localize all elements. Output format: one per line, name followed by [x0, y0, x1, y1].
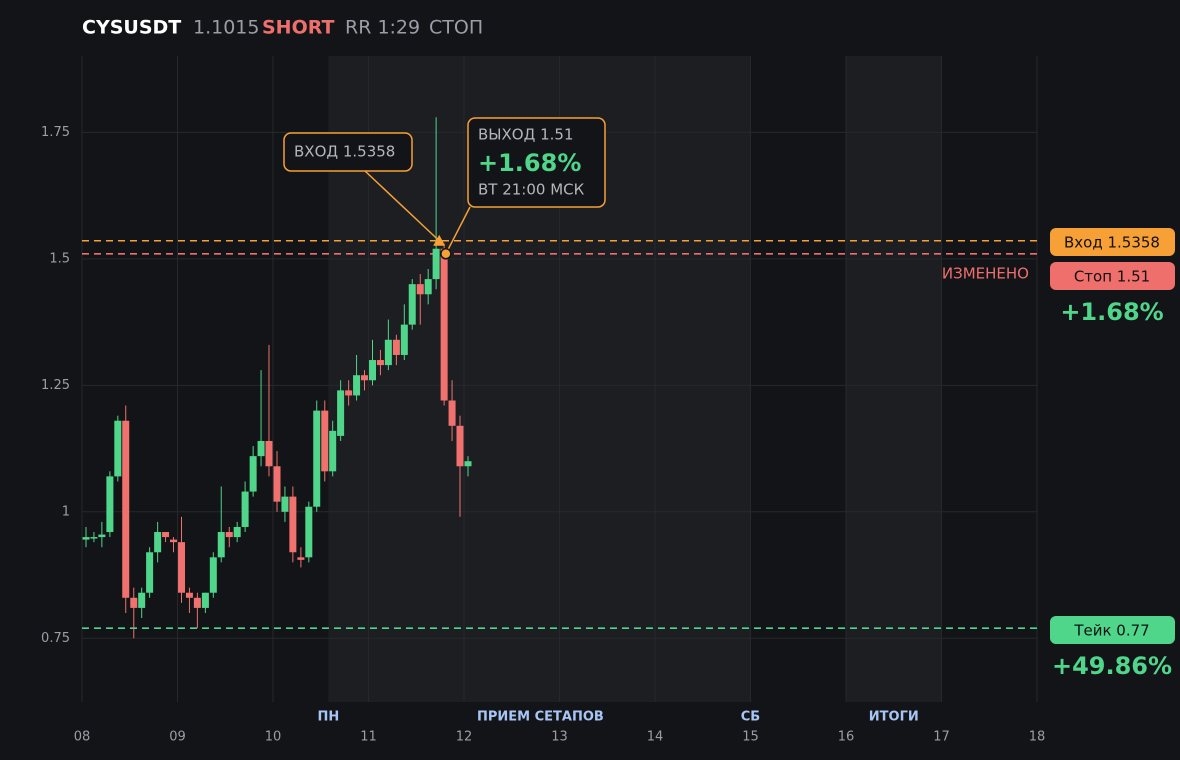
x-tick-label: 10 [265, 730, 282, 745]
x-tick-label: 16 [838, 730, 855, 745]
x-tick-label: 11 [360, 730, 377, 745]
session-label: ПРИЕМ СЕТАПОВ [477, 710, 604, 725]
candle-body [289, 496, 297, 553]
session-label: СБ [741, 710, 760, 725]
annotation-text: ВЫХОД 1.51 [478, 126, 574, 144]
candle-body [122, 420, 130, 598]
level-tag [1050, 616, 1175, 644]
stop-note: ИЗМЕНЕНО [942, 265, 1029, 283]
level-tag [1050, 228, 1175, 256]
x-tick-label: 08 [74, 730, 91, 745]
candle-body [456, 425, 464, 467]
candle-body [329, 430, 337, 472]
candle-body [440, 248, 448, 401]
candle-body [154, 532, 162, 553]
exit-marker [440, 248, 452, 260]
candle-body [384, 339, 392, 366]
candle-body [321, 410, 329, 472]
candle-body [146, 552, 154, 593]
candle-body [281, 496, 289, 512]
candle-body [178, 542, 186, 593]
x-tick-label: 17 [933, 730, 950, 745]
candle-body [193, 597, 201, 608]
candle-body [448, 400, 456, 426]
symbol: CYSUSDT [82, 17, 181, 39]
candle-body [169, 539, 177, 543]
stop-result: +1.68% [1060, 298, 1163, 326]
y-tick-label: 1.75 [41, 125, 70, 140]
candle-body [360, 375, 368, 381]
candle-body [369, 360, 377, 381]
candle-body [90, 537, 98, 539]
annotation-text: ВХОД 1.5358 [294, 143, 395, 161]
candle-body [138, 592, 146, 608]
y-tick-label: 1.5 [49, 251, 70, 266]
y-tick-label: 1.25 [41, 378, 70, 393]
candle-body [98, 534, 106, 538]
x-tick-label: 09 [169, 730, 186, 745]
candle-body [217, 532, 225, 558]
candle-body [130, 597, 138, 608]
y-tick-label: 1 [62, 504, 70, 519]
candle-body [257, 440, 265, 457]
candle-body [297, 557, 305, 560]
candle-body [416, 284, 424, 295]
y-tick-label: 0.75 [41, 631, 70, 646]
annotation-text: +1.68% [478, 149, 581, 177]
candle-body [209, 557, 217, 593]
candle-body [249, 456, 257, 492]
candle-body [201, 592, 209, 608]
x-tick-label: 12 [456, 730, 473, 745]
x-tick-label: 18 [1029, 730, 1046, 745]
level-tag-label: Тейк 0.77 [1073, 622, 1149, 640]
level-tag-label: Вход 1.5358 [1064, 234, 1160, 252]
entry-marker [433, 234, 446, 246]
candle-body [464, 461, 472, 467]
risk-reward: RR 1:29 [345, 17, 420, 39]
candle-body [400, 324, 408, 355]
candle-body [114, 420, 122, 477]
candle-body [353, 375, 361, 396]
level-tag-label: Стоп 1.51 [1074, 268, 1150, 286]
candle-body [233, 526, 241, 538]
x-tick-label: 15 [742, 730, 759, 745]
candle-body [408, 284, 416, 325]
mode: СТОП [429, 17, 483, 39]
candle-body [106, 476, 114, 533]
annotation-connector [364, 170, 440, 242]
candle-body [185, 592, 193, 598]
level-tag [1050, 262, 1175, 290]
candle-body [376, 360, 384, 366]
candle-body [345, 390, 353, 396]
candle-body [305, 506, 313, 558]
price: 1.1015 [193, 17, 259, 39]
annotation-text: ВТ 21:00 МСК [478, 181, 585, 199]
side: SHORT [262, 17, 335, 39]
take-result: +49.86% [1052, 652, 1172, 680]
candle-body [273, 466, 281, 502]
annotation-box [467, 117, 606, 208]
candle-body [82, 537, 90, 540]
candle-body [432, 248, 440, 280]
candle-body [225, 532, 233, 538]
candle-body [337, 390, 345, 436]
candle-body [313, 410, 321, 507]
candle-body [162, 532, 170, 538]
x-tick-label: 14 [647, 730, 664, 745]
session-label: ПН [318, 710, 340, 725]
candle-body [424, 279, 432, 295]
annotation-connector [445, 206, 471, 255]
annotation-box [283, 132, 413, 172]
x-tick-label: 13 [551, 730, 568, 745]
session-band [846, 56, 942, 702]
session-label: ИТОГИ [869, 710, 919, 725]
candle-body [241, 491, 249, 527]
candle-body [392, 339, 400, 355]
candle-body [265, 440, 273, 467]
